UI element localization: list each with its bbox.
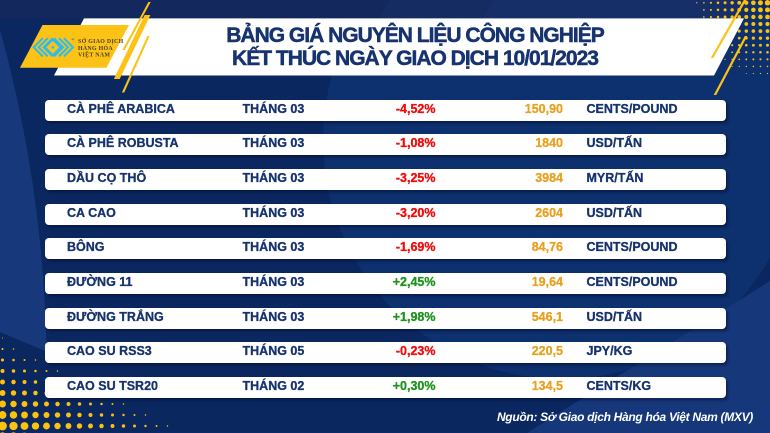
svg-text:SỞ GIAO DỊCH: SỞ GIAO DỊCH — [78, 37, 124, 45]
svg-text:VIỆT NAM: VIỆT NAM — [78, 50, 110, 58]
svg-text:HÀNG HÓA: HÀNG HÓA — [78, 44, 113, 52]
